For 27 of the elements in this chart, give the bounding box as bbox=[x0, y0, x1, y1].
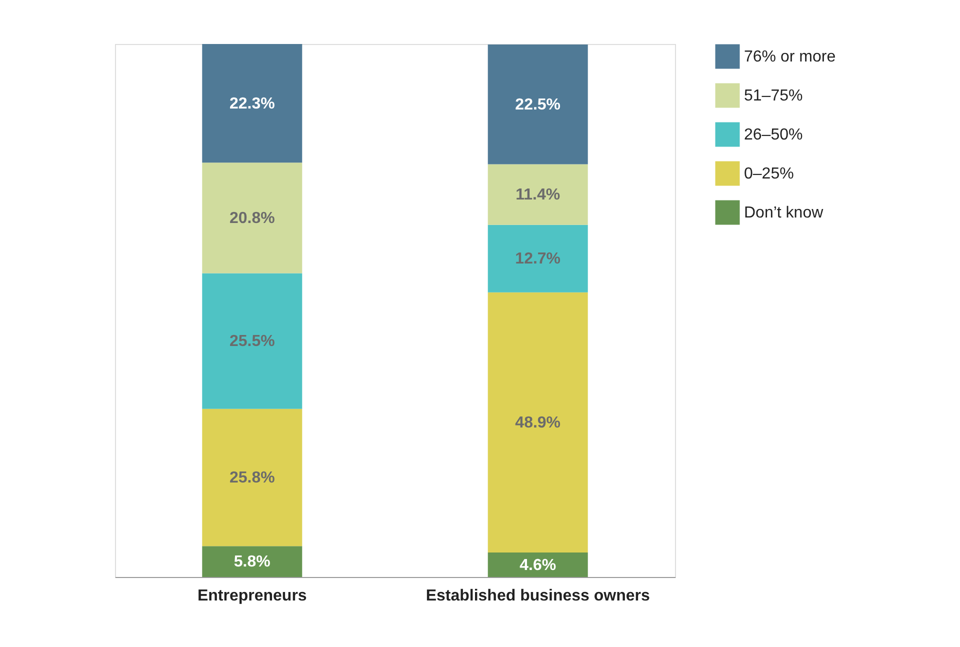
bar bbox=[202, 44, 302, 163]
legend-label: 26–50% bbox=[744, 126, 803, 144]
x-tick-label: Entrepreneurs bbox=[197, 588, 307, 604]
data-label: 12.7% bbox=[515, 250, 561, 268]
bar bbox=[488, 164, 588, 225]
bar bbox=[202, 273, 302, 409]
legend-label: 0–25% bbox=[744, 166, 794, 182]
data-label: 25.5% bbox=[229, 333, 275, 350]
data-label: 25.8% bbox=[229, 470, 275, 487]
bar bbox=[488, 224, 588, 292]
legend-label: Don’t know bbox=[744, 204, 824, 222]
bar bbox=[202, 546, 302, 577]
legend-label: 51–75% bbox=[744, 88, 803, 104]
bar bbox=[488, 44, 588, 164]
bar bbox=[202, 162, 302, 274]
data-label: 22.5% bbox=[515, 96, 561, 114]
data-label: 11.4% bbox=[516, 186, 560, 204]
bar bbox=[488, 292, 588, 553]
data-label: 4.6% bbox=[520, 556, 556, 574]
bar bbox=[488, 552, 588, 577]
data-label: 22.3% bbox=[229, 95, 275, 112]
bar bbox=[202, 408, 302, 546]
data-label: 20.8% bbox=[229, 210, 275, 227]
data-label: 5.8% bbox=[234, 554, 270, 571]
legend-label: 76% or more bbox=[744, 48, 836, 66]
x-tick-label: Established business owners bbox=[426, 588, 650, 604]
data-label: 48.9% bbox=[515, 414, 561, 432]
